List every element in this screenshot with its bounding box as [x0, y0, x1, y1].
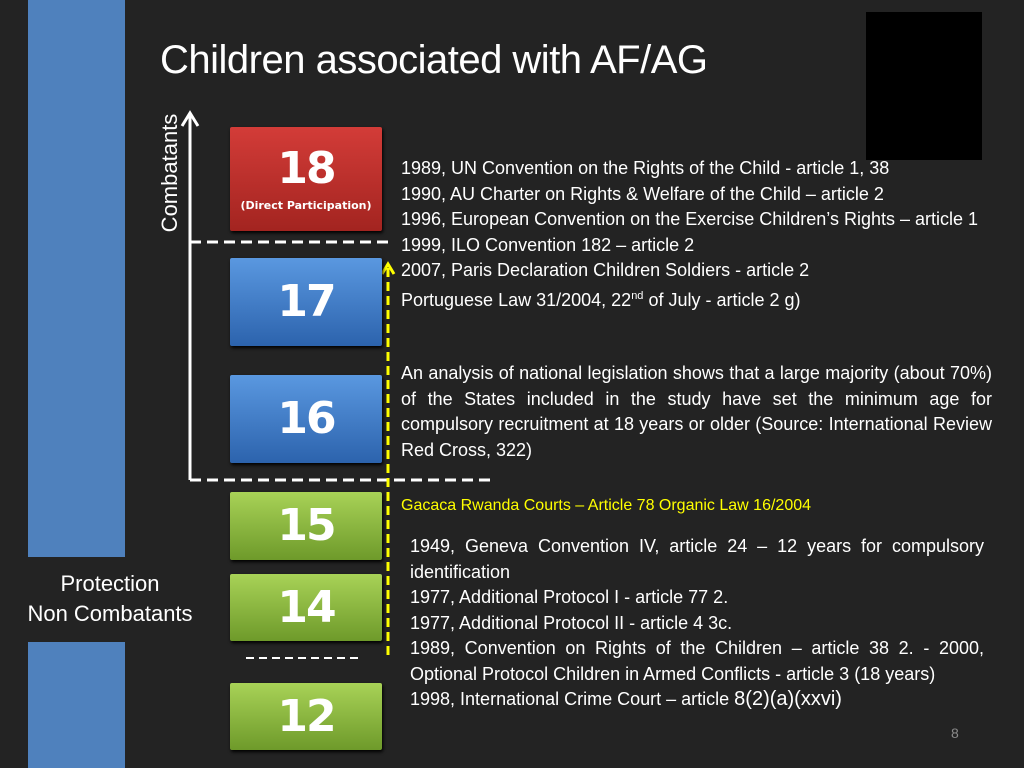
arrow-head-icon — [180, 110, 200, 127]
reference-item: Portuguese Law 31/2004, 22nd of July - a… — [401, 284, 996, 314]
reference-item: 1990, AU Charter on Rights & Welfare of … — [401, 183, 884, 204]
yellow-arrow-head-icon — [380, 261, 396, 275]
age-box-14: 14 — [230, 574, 382, 641]
age-number: 12 — [277, 690, 336, 742]
reference-item: 1998, International Crime Court – articl… — [410, 687, 984, 713]
law-sup: nd — [631, 289, 644, 302]
black-image-placeholder — [866, 12, 982, 160]
age-box-17: 17 — [230, 258, 382, 346]
page-number: 8 — [951, 725, 959, 741]
reference-item: 1989, Convention on Rights of the Childr… — [410, 638, 984, 684]
reference-item: 1949, Geneva Convention IV, article 24 –… — [410, 536, 984, 582]
left-accent-bar-bottom — [28, 642, 125, 768]
non-combatants-line: Non Combatants — [27, 601, 193, 626]
reference-item: 1977, Additional Protocol II - article 4… — [410, 612, 733, 633]
age-box-12: 12 — [230, 683, 382, 750]
age-box-18: 18 (Direct Participation) — [230, 127, 382, 231]
protection-line: Protection — [60, 571, 160, 596]
reference-item: 1999, ILO Convention 182 – article 2 — [401, 234, 695, 255]
age-number: 17 — [277, 276, 336, 327]
slide-title: Children associated with AF/AG — [160, 38, 708, 82]
protection-references: 1949, Geneva Convention IV, article 24 –… — [410, 534, 984, 713]
reference-item: 1996, European Convention on the Exercis… — [401, 209, 979, 229]
age-number: 18 — [277, 142, 336, 194]
combatant-references: 1989, UN Convention on the Rights of the… — [401, 156, 996, 313]
age-number: 14 — [277, 581, 336, 633]
icc-article: 8(2)(a)(xxvi) — [734, 688, 842, 710]
reference-item: 1989, UN Convention on the Rights of the… — [401, 158, 890, 178]
analysis-paragraph: An analysis of national legislation show… — [401, 363, 992, 460]
law-rest: of July - article 2 g) — [643, 289, 801, 310]
icc-text: 1998, International Crime Court – articl… — [410, 689, 735, 709]
age-number: 15 — [277, 500, 336, 551]
left-accent-bar-top — [28, 0, 125, 557]
law-text: Portuguese Law 31/2004, 22 — [401, 289, 632, 310]
age-number: 16 — [277, 393, 336, 444]
gacaca-reference: Gacaca Rwanda Courts – Article 78 Organi… — [401, 497, 812, 514]
reference-item: 2007, Paris Declaration Children Soldier… — [401, 260, 810, 280]
age-subtitle: (Direct Participation) — [240, 198, 372, 212]
reference-item: 1977, Additional Protocol I - article 77… — [410, 587, 729, 607]
age-box-15: 15 — [230, 492, 382, 560]
age-box-16: 16 — [230, 375, 382, 463]
protection-label: Protection Non Combatants — [10, 569, 210, 629]
